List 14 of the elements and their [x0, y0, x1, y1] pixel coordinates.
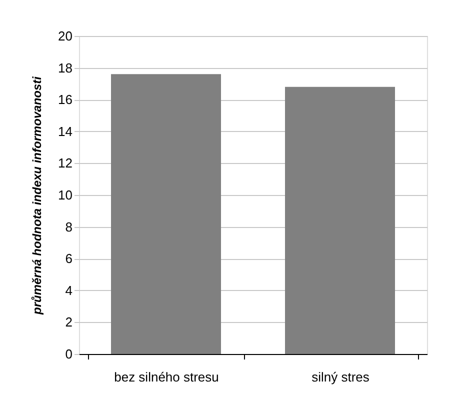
x-tick-label: silný stres — [312, 370, 370, 384]
y-axis-title: průměrná hodnota indexu informovanosti — [30, 76, 44, 316]
y-tick-label: 12 — [58, 156, 72, 171]
y-tick-label: 8 — [65, 219, 72, 234]
y-tick-label: 6 — [65, 251, 72, 266]
y-tick-label: 18 — [58, 60, 72, 76]
y-tick-label: 0 — [65, 346, 72, 362]
x-tick-label: bez silného stresu — [114, 370, 219, 384]
y-tick-label: 2 — [65, 314, 72, 330]
y-tick-label: 10 — [58, 188, 72, 202]
y-tick-label: 20 — [58, 28, 72, 44]
y-tick-label: 4 — [65, 282, 72, 298]
y-tick-label: 14 — [58, 124, 72, 139]
y-tick-label: 16 — [58, 92, 72, 108]
